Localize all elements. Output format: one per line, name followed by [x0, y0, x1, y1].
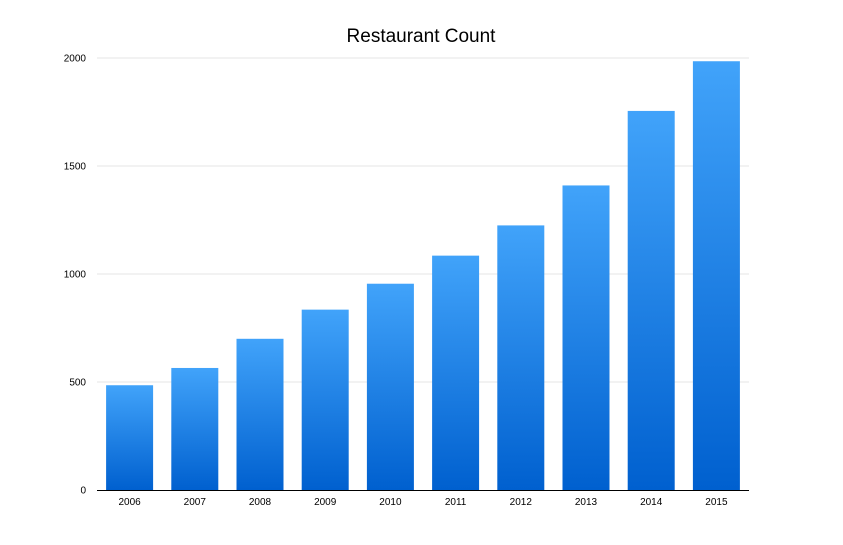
y-tick-label-500: 500: [69, 378, 86, 389]
bar-2014: [627, 110, 675, 491]
y-tick-label-1500: 1500: [64, 162, 87, 173]
chart-title: Restaurant Count: [347, 26, 497, 47]
x-axis-tick-labels: 2006 2007 2008 2009 2010 2011 2012 2013 2014 2015: [118, 497, 727, 508]
bar-2008: [236, 338, 284, 490]
x-tick-label-2013: 2013: [575, 497, 598, 508]
x-tick-label-2007: 2007: [184, 497, 207, 508]
x-tick-label-2006: 2006: [118, 497, 141, 508]
bar-2009: [301, 309, 349, 490]
bar-2013: [562, 185, 610, 490]
x-tick-label-2008: 2008: [249, 497, 272, 508]
x-tick-label-2011: 2011: [445, 497, 467, 508]
x-tick-label-2010: 2010: [379, 497, 402, 508]
x-tick-label-2015: 2015: [705, 497, 728, 508]
y-tick-label-2000: 2000: [64, 54, 87, 65]
bar-2012: [497, 225, 545, 490]
y-axis-tick-labels: 0 500 1000 1500 2000: [64, 54, 87, 497]
bar-2006: [106, 385, 154, 490]
bar-2011: [432, 255, 480, 490]
y-tick-label-1000: 1000: [64, 270, 87, 281]
bar-2015: [692, 61, 740, 491]
bars: [106, 61, 740, 491]
bar-2007: [171, 367, 219, 490]
bar-2010: [366, 283, 414, 490]
x-tick-label-2009: 2009: [314, 497, 337, 508]
y-tick-label-0: 0: [80, 486, 86, 497]
x-tick-label-2012: 2012: [510, 497, 533, 508]
x-tick-label-2014: 2014: [640, 497, 663, 508]
